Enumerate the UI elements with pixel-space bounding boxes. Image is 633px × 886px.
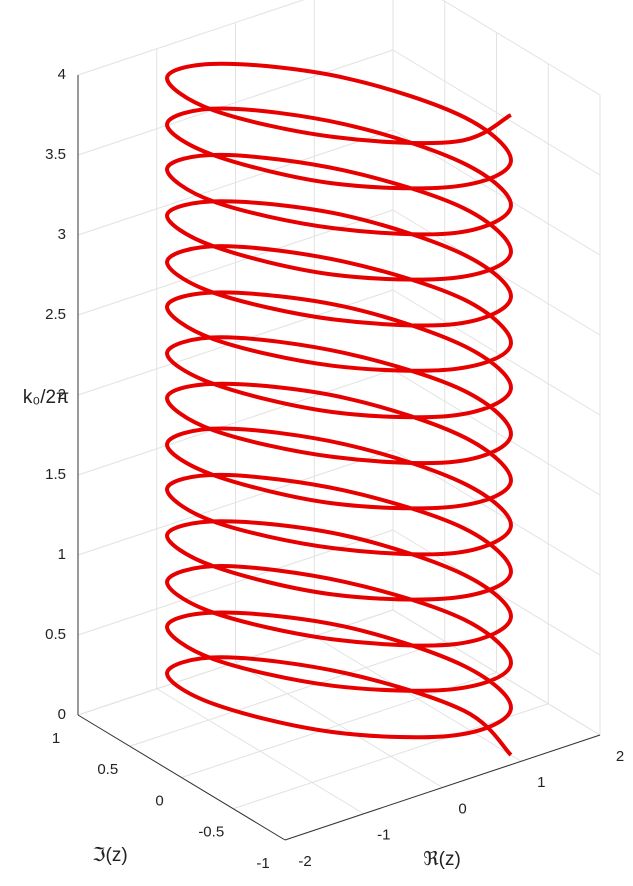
y-tick-label: 0: [155, 792, 163, 809]
grid-line: [441, 0, 601, 96]
z-tick-label: 1.5: [45, 466, 66, 483]
z-tick-label: 0: [58, 706, 66, 723]
y-tick-label: 1: [52, 730, 60, 747]
grid-line: [129, 640, 445, 747]
grid-line: [77, 369, 394, 476]
x-axis: [284, 734, 601, 841]
x-axis-label: ℜ(z): [423, 849, 461, 870]
x-tick-label: -1: [377, 827, 390, 844]
y-tick-label: 0.5: [97, 761, 118, 778]
z-tick-label: 2.5: [45, 306, 66, 323]
z-tick-label: 2: [58, 386, 66, 403]
grid-line: [392, 209, 601, 336]
curve: [165, 61, 513, 757]
y-axis-label: ℑ(z): [92, 845, 127, 866]
z-tick-label: 1: [58, 546, 66, 563]
grid-line: [77, 449, 394, 556]
grid-line: [392, 49, 601, 176]
grid-line: [77, 129, 394, 236]
grid: [77, 0, 601, 841]
axes: 0 0.5 1 1.5 2 2.5 3 3.5 4 -1 -0.5 0 0.5 1 -2 -1 0 1 2: [45, 66, 624, 872]
z-tick-label: 0.5: [45, 626, 66, 643]
x-tick-label: 0: [458, 800, 466, 817]
grid-line: [392, 609, 601, 736]
grid-line: [77, 49, 394, 156]
grid-line: [392, 529, 601, 656]
grid-line: [392, 129, 601, 256]
y-tick-label: -0.5: [198, 824, 224, 841]
grid-line: [392, 449, 601, 576]
grid-line: [392, 289, 601, 416]
x-tick-label: 1: [537, 774, 545, 791]
x-tick-label: -2: [298, 853, 311, 870]
grid-line: [77, 0, 305, 76]
grid-line: [392, 369, 601, 496]
grid-line: [233, 703, 549, 810]
z-tick-label: 4: [58, 66, 66, 83]
y-axis: [77, 714, 286, 841]
y-tick-label: -1: [256, 855, 269, 872]
marks: [165, 61, 513, 757]
x-tick-label: 2: [616, 748, 624, 765]
z-tick-label: 3: [58, 226, 66, 243]
z-axis-label: k₀/2π: [23, 387, 69, 408]
z-tick-label: 3.5: [45, 146, 66, 163]
